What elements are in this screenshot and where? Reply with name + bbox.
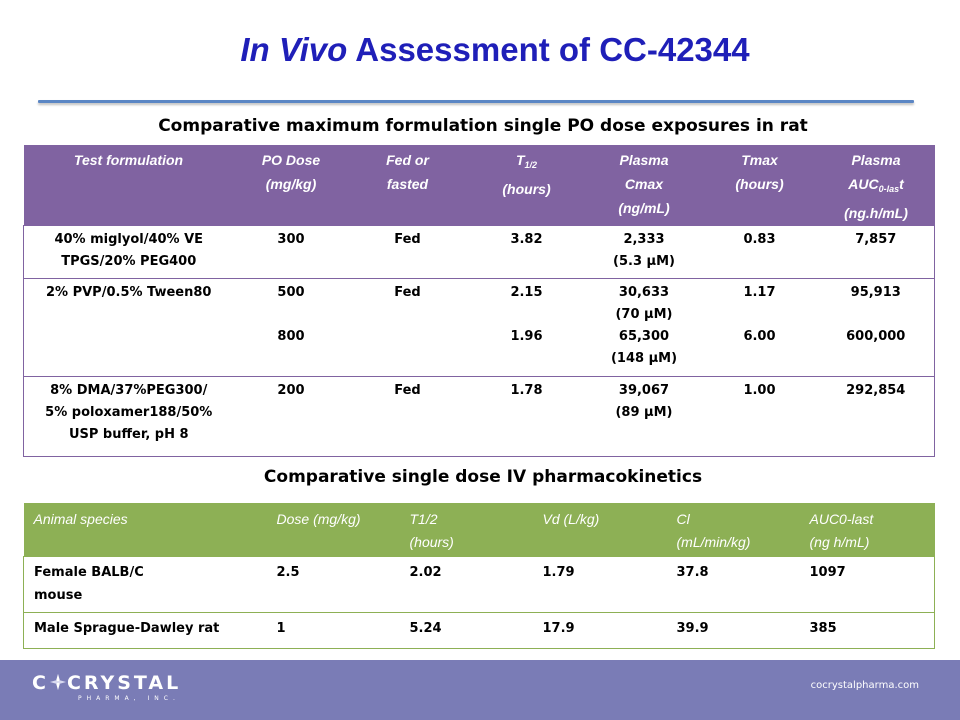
tmax-cell: 1.00 [701, 376, 818, 457]
logo-subtitle: PHARMA, INC. [78, 695, 180, 702]
dose-cell: 500 800 [233, 278, 349, 377]
header-test-formulation: Test formulation [23, 145, 234, 226]
thalf-cell: 2.15 1.96 [466, 278, 587, 377]
header-cmax: Plasma Cmax (ng/mL) [586, 145, 702, 226]
header-cl: Cl (mL/min/kg) [666, 503, 800, 556]
dose-cell: 1 [266, 611, 400, 649]
crystal-logo-icon [49, 673, 67, 691]
dose-cell: 2.5 [266, 555, 400, 613]
vd-cell: 17.9 [532, 611, 667, 649]
po-dose-table: Test formulation PO Dose (mg/kg) Fed or fa… [23, 145, 935, 457]
header-auc: AUC0-last (ng h/mL) [799, 503, 935, 556]
cl-cell: 39.9 [666, 611, 800, 649]
vd-cell: 1.79 [532, 555, 667, 613]
header-vd: Vd (L/kg) [532, 503, 667, 556]
thalf-cell: 2.02 [399, 555, 533, 613]
iv-header-row: Animal species Dose (mg/kg) T1/2 (hours) … [23, 503, 935, 556]
dose-cell: 200 [233, 376, 349, 457]
header-thalf: T1/2 (hours) [466, 145, 587, 226]
header-po-dose: PO Dose (mg/kg) [233, 145, 349, 226]
iv-pk-table: Animal species Dose (mg/kg) T1/2 (hours) … [23, 503, 935, 649]
auc-cell: 1097 [799, 555, 935, 613]
footer-bar: C CRYSTAL PHARMA, INC. cocrystalpharma.c… [0, 660, 960, 720]
table-row: 8% DMA/37%PEG300/5% poloxamer188/50% USP … [23, 376, 935, 457]
formulation-cell: 8% DMA/37%PEG300/5% poloxamer188/50% USP … [23, 376, 234, 457]
header-animal-species: Animal species [23, 503, 267, 556]
header-fed-fasted: Fed or fasted [348, 145, 467, 226]
fed-cell: Fed [348, 225, 467, 279]
slide-title: In Vivo Assessment of CC-42344 [0, 28, 960, 72]
company-url: cocrystalpharma.com [810, 680, 919, 691]
auc-cell: 7,857 [817, 225, 935, 279]
title-rest: Assessment of CC-42344 [347, 31, 750, 68]
po-header-row: Test formulation PO Dose (mg/kg) Fed or fa… [23, 145, 935, 226]
cl-cell: 37.8 [666, 555, 800, 613]
thalf-cell: 1.78 [466, 376, 587, 457]
species-cell: Female BALB/C mouse [23, 555, 267, 613]
species-cell: Male Sprague-Dawley rat [23, 611, 267, 649]
thalf-cell: 3.82 [466, 225, 587, 279]
fed-cell: Fed [348, 376, 467, 457]
header-tmax: Tmax (hours) [701, 145, 818, 226]
thalf-cell: 5.24 [399, 611, 533, 649]
table-row: Female BALB/C mouse 2.5 2.02 1.79 37.8 10… [23, 555, 935, 613]
formulation-cell: 40% miglyol/40% VE TPGS/20% PEG400 [23, 225, 234, 279]
table-row: 40% miglyol/40% VE TPGS/20% PEG400 300 Fe… [23, 225, 935, 279]
po-table-heading: Comparative maximum formulation single P… [158, 116, 808, 136]
auc-cell: 95,913 600,000 [817, 278, 935, 377]
header-auc: Plasma AUC0-last (ng.h/mL) [817, 145, 935, 226]
cmax-cell: 2,333 (5.3 µM) [586, 225, 702, 279]
auc-cell: 292,854 [817, 376, 935, 457]
cmax-cell: 39,067 (89 µM) [586, 376, 702, 457]
header-thalf: T1/2 (hours) [399, 503, 533, 556]
table-row: 2% PVP/0.5% Tween80 500 800 Fed 2.15 1.96 … [23, 278, 935, 377]
tmax-cell: 0.83 [701, 225, 818, 279]
iv-table-heading: Comparative single dose IV pharmacokinet… [263, 467, 703, 487]
company-logo: C CRYSTAL PHARMA, INC. [32, 672, 182, 702]
auc-cell: 385 [799, 611, 935, 649]
title-divider [38, 100, 914, 103]
formulation-cell: 2% PVP/0.5% Tween80 [23, 278, 234, 377]
title-italic: In Vivo [240, 31, 348, 68]
tmax-cell: 1.17 6.00 [701, 278, 818, 377]
fed-cell: Fed [348, 278, 467, 377]
cmax-cell: 30,633 (70 µM) 65,300 (148 µM) [586, 278, 702, 377]
header-dose: Dose (mg/kg) [266, 503, 400, 556]
table-row: Male Sprague-Dawley rat 1 5.24 17.9 39.9… [23, 611, 935, 649]
dose-cell: 300 [233, 225, 349, 279]
